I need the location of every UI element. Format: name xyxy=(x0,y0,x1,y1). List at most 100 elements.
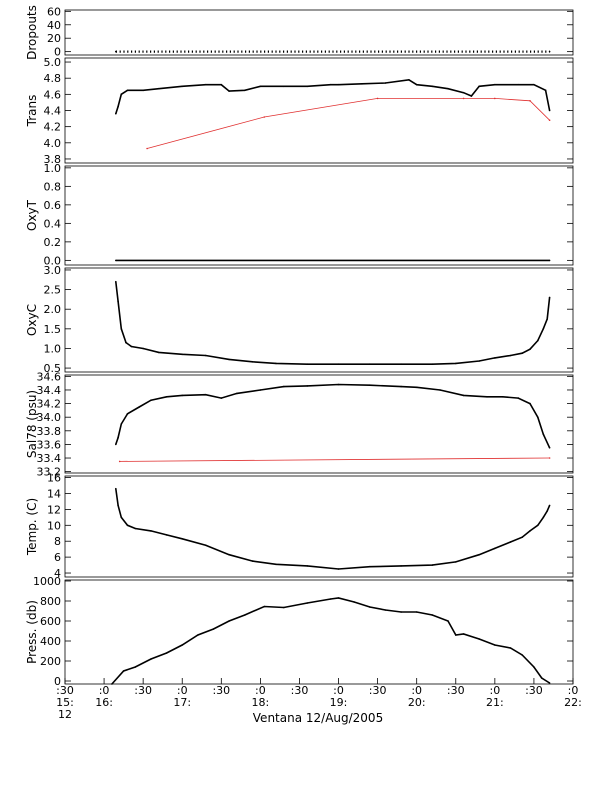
x-axis-label: Ventana 12/Aug/2005 xyxy=(253,711,383,725)
y-axis-label: Dropouts xyxy=(25,5,39,60)
data-point xyxy=(251,560,254,562)
data-point xyxy=(509,541,512,543)
x-tick-label: 17: xyxy=(173,696,191,709)
data-point xyxy=(548,50,551,53)
x-tick-label: 18: xyxy=(252,696,270,709)
y-tick-label: 20 xyxy=(47,32,61,45)
y-tick-label: 10 xyxy=(47,519,61,532)
x-axis: :3015:12:016::30:017::30:018::30:019::30… xyxy=(56,678,582,721)
data-point xyxy=(220,83,223,86)
data-point xyxy=(228,358,230,361)
data-point xyxy=(204,83,207,86)
data-point xyxy=(548,296,551,299)
x-tick-label: :0 xyxy=(99,684,110,697)
data-point xyxy=(158,351,160,354)
data-point xyxy=(384,609,387,611)
data-point xyxy=(125,341,127,344)
data-point xyxy=(117,436,119,439)
data-point xyxy=(478,360,481,362)
y-tick-label: 0.2 xyxy=(44,236,62,249)
y-tick-label: 33.8 xyxy=(37,425,62,438)
x-tick-label: 22: xyxy=(564,696,582,709)
data-point xyxy=(115,280,117,283)
x-tick-label: 16: xyxy=(95,696,113,709)
data-point xyxy=(115,443,117,446)
data-point xyxy=(142,347,144,350)
data-point xyxy=(306,565,309,567)
x-tick-label: 12 xyxy=(58,708,72,721)
x-tick-label: 21: xyxy=(486,696,504,709)
data-point xyxy=(165,534,168,536)
data-point xyxy=(533,83,535,86)
y-tick-label: 8 xyxy=(54,535,61,548)
data-point xyxy=(138,406,140,408)
data-point xyxy=(369,363,371,366)
data-point xyxy=(244,614,246,616)
y-axis-label: Trans xyxy=(25,95,39,128)
x-tick-label: :30 xyxy=(447,684,465,697)
panel-frame xyxy=(64,374,574,474)
data-point xyxy=(329,83,332,86)
y-tick-label: 0.0 xyxy=(44,254,62,267)
data-point xyxy=(204,544,207,546)
data-point xyxy=(478,638,481,640)
y-tick-label: 16 xyxy=(47,472,61,485)
data-point xyxy=(542,433,545,436)
data-point xyxy=(376,97,379,100)
data-point xyxy=(115,112,117,115)
data-point xyxy=(542,516,545,519)
data-point xyxy=(415,386,418,389)
data-point xyxy=(431,564,434,566)
data-point xyxy=(462,97,465,100)
x-tick-label: :0 xyxy=(568,684,579,697)
data-point xyxy=(542,328,545,330)
y-tick-label: 34.2 xyxy=(37,398,62,411)
data-point xyxy=(548,259,551,262)
data-point xyxy=(120,423,123,425)
data-point xyxy=(228,90,230,92)
data-point xyxy=(142,89,144,92)
panel-frame xyxy=(64,267,574,373)
data-point xyxy=(462,633,465,635)
y-tick-label: 2.5 xyxy=(44,284,62,297)
y-tick-label: 1000 xyxy=(33,575,61,588)
panel-frame xyxy=(64,579,574,685)
data-point xyxy=(150,658,152,660)
data-point xyxy=(259,85,262,88)
data-point xyxy=(181,644,183,646)
y-axis-label: Temp. (C) xyxy=(25,498,39,556)
y-tick-label: 0.5 xyxy=(44,362,62,375)
data-point xyxy=(529,348,531,351)
data-point xyxy=(478,85,481,88)
data-point xyxy=(529,100,531,102)
data-point xyxy=(204,393,207,396)
x-tick-label: :0 xyxy=(255,684,266,697)
data-point xyxy=(117,300,119,303)
x-tick-label: :30 xyxy=(525,684,543,697)
data-point xyxy=(275,563,277,566)
y-tick-label: 3.8 xyxy=(44,153,62,166)
data-point xyxy=(337,597,340,599)
data-point xyxy=(369,606,371,608)
data-point xyxy=(544,89,547,92)
data-point xyxy=(212,628,215,630)
data-point xyxy=(369,384,371,387)
data-point xyxy=(158,87,160,90)
panel-stack: 0204060Dropouts3.84.04.24.44.64.85.0Tran… xyxy=(25,5,574,688)
data-point xyxy=(204,354,207,357)
y-tick-label: 40 xyxy=(47,19,61,32)
data-point xyxy=(337,83,340,86)
panel-frame xyxy=(64,9,574,56)
data-point xyxy=(236,392,238,395)
data-point xyxy=(533,666,535,668)
data-point xyxy=(447,620,449,622)
data-point xyxy=(439,389,441,391)
data-point xyxy=(494,97,496,100)
y-tick-label: 34.6 xyxy=(37,370,62,383)
data-point xyxy=(329,598,332,600)
y-tick-label: 400 xyxy=(40,635,61,648)
x-tick-label: :30 xyxy=(369,684,387,697)
panel-sal78-psu: 33.233.433.633.834.034.234.434.6 Sal78 (p… xyxy=(25,370,574,479)
